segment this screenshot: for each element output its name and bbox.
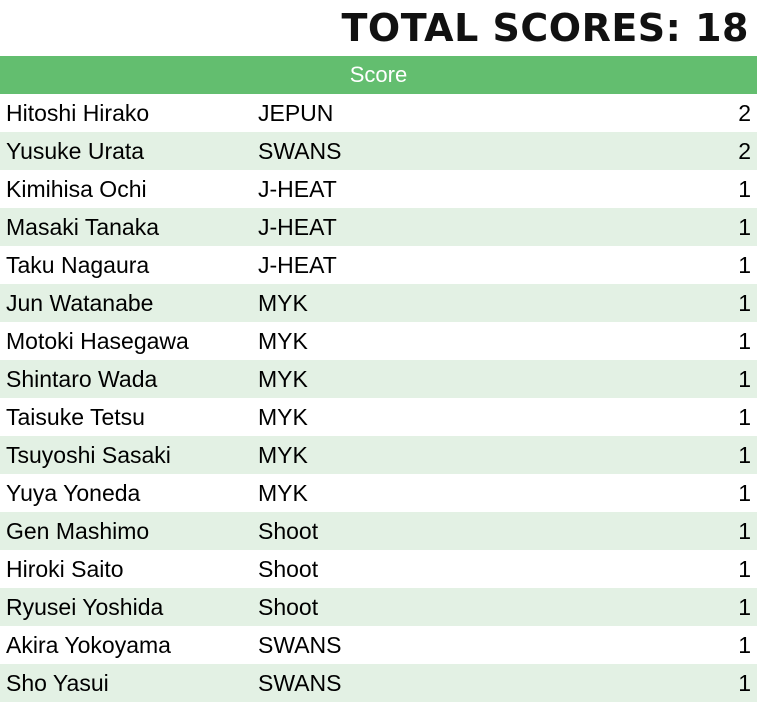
- table-row: Shintaro Wada MYK 1: [0, 360, 757, 398]
- team-name: MYK: [258, 327, 308, 354]
- score-value: 1: [738, 479, 751, 506]
- player-name: Jun Watanabe: [6, 289, 154, 316]
- team-name: MYK: [258, 365, 308, 392]
- table-row: Sho Yasui SWANS 1: [0, 664, 757, 702]
- player-name: Tsuyoshi Sasaki: [6, 441, 171, 468]
- page-title: TOTAL SCORES: 18: [341, 6, 749, 50]
- table-row: Taku Nagaura J-HEAT 1: [0, 246, 757, 284]
- score-value: 1: [738, 251, 751, 278]
- player-name: Taisuke Tetsu: [6, 403, 145, 430]
- team-name: Shoot: [258, 555, 319, 582]
- team-name: SWANS: [258, 631, 342, 658]
- score-value: 1: [738, 403, 751, 430]
- table-row: Masaki Tanaka J-HEAT 1: [0, 208, 757, 246]
- player-name: Yuya Yoneda: [6, 479, 141, 506]
- score-value: 1: [738, 289, 751, 316]
- team-name: MYK: [258, 479, 308, 506]
- team-name: J-HEAT: [258, 175, 337, 202]
- score-value: 1: [738, 213, 751, 240]
- table-row: Yusuke Urata SWANS 2: [0, 132, 757, 170]
- score-value: 1: [738, 631, 751, 658]
- table-row: Akira Yokoyama SWANS 1: [0, 626, 757, 664]
- score-value: 1: [738, 175, 751, 202]
- team-name: SWANS: [258, 669, 342, 696]
- team-name: J-HEAT: [258, 251, 337, 278]
- player-name: Akira Yokoyama: [6, 631, 171, 658]
- table-header: Score: [0, 56, 757, 94]
- team-name: Shoot: [258, 593, 319, 620]
- table-row: Tsuyoshi Sasaki MYK 1: [0, 436, 757, 474]
- player-name: Gen Mashimo: [6, 517, 150, 544]
- team-name: SWANS: [258, 137, 342, 164]
- team-name: Shoot: [258, 517, 319, 544]
- score-value: 1: [738, 593, 751, 620]
- score-value: 2: [738, 99, 751, 126]
- table-row: Hitoshi Hirako JEPUN 2: [0, 94, 757, 132]
- score-value: 1: [738, 555, 751, 582]
- team-name: JEPUN: [258, 99, 334, 126]
- table-row: Jun Watanabe MYK 1: [0, 284, 757, 322]
- score-value: 1: [738, 669, 751, 696]
- score-value: 1: [738, 441, 751, 468]
- team-name: MYK: [258, 289, 308, 316]
- player-name: Masaki Tanaka: [6, 213, 159, 240]
- table-row: Gen Mashimo Shoot 1: [0, 512, 757, 550]
- table-row: Ryusei Yoshida Shoot 1: [0, 588, 757, 626]
- table-row: Yuya Yoneda MYK 1: [0, 474, 757, 512]
- score-value: 2: [738, 137, 751, 164]
- table-row: Hiroki Saito Shoot 1: [0, 550, 757, 588]
- player-name: Taku Nagaura: [6, 251, 150, 278]
- team-name: MYK: [258, 441, 308, 468]
- team-name: J-HEAT: [258, 213, 337, 240]
- player-name: Motoki Hasegawa: [6, 327, 189, 354]
- player-name: Yusuke Urata: [6, 137, 145, 164]
- player-name: Hiroki Saito: [6, 555, 124, 582]
- table-body: Hitoshi Hirako JEPUN 2 Yusuke Urata SWAN…: [0, 94, 757, 702]
- score-column-header: Score: [349, 62, 408, 87]
- score-value: 1: [738, 327, 751, 354]
- player-name: Hitoshi Hirako: [6, 99, 150, 126]
- player-name: Shintaro Wada: [6, 365, 158, 392]
- title-bar: TOTAL SCORES: 18: [0, 0, 757, 56]
- table-row: Kimihisa Ochi J-HEAT 1: [0, 170, 757, 208]
- table-row: Taisuke Tetsu MYK 1: [0, 398, 757, 436]
- score-value: 1: [738, 365, 751, 392]
- player-name: Kimihisa Ochi: [6, 175, 147, 202]
- player-name: Ryusei Yoshida: [6, 593, 164, 620]
- player-name: Sho Yasui: [6, 669, 109, 696]
- table-row: Motoki Hasegawa MYK 1: [0, 322, 757, 360]
- score-value: 1: [738, 517, 751, 544]
- scores-table: Score Hitoshi Hirako JEPUN 2 Yusuke Urat…: [0, 56, 757, 702]
- team-name: MYK: [258, 403, 308, 430]
